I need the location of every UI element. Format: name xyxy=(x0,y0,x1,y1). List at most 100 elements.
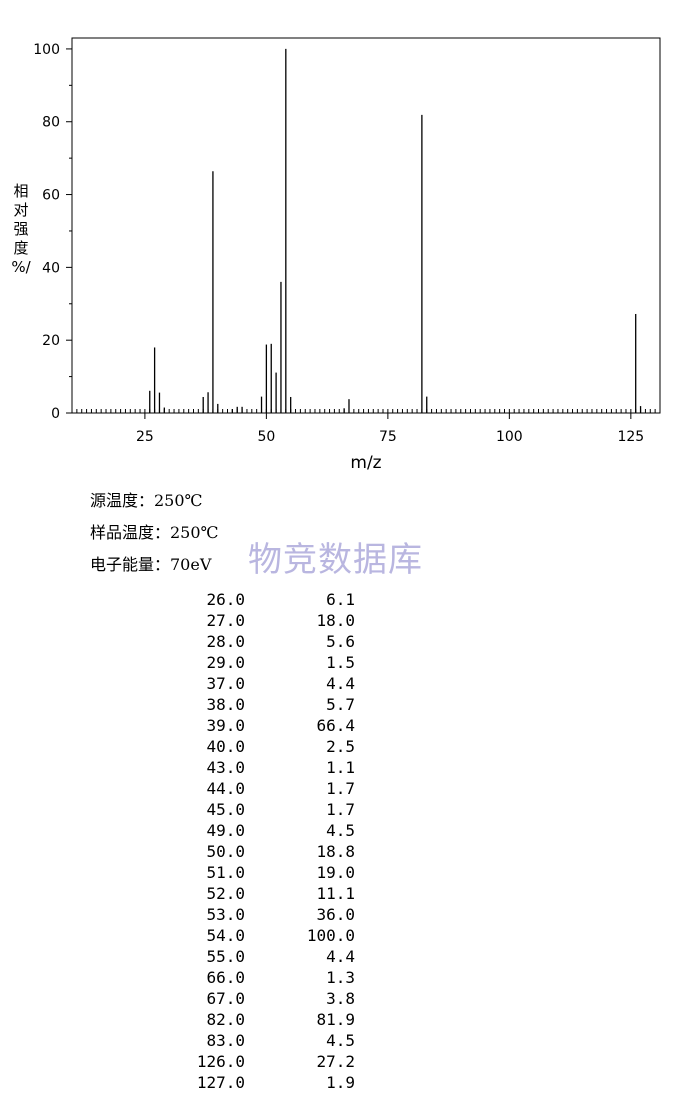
peak-mz: 45.0 xyxy=(206,800,245,819)
peak-intensity: 5.6 xyxy=(326,632,355,651)
peak-row: 29.0 1.5 xyxy=(0,652,696,673)
peak-intensity: 1.1 xyxy=(326,758,355,777)
peak-row: 50.0 18.8 xyxy=(0,841,696,862)
peak-intensity: 2.5 xyxy=(326,737,355,756)
peak-intensity: 36.0 xyxy=(316,905,355,924)
x-tick-label: 100 xyxy=(496,429,523,445)
watermark: 物竞数据库 xyxy=(248,540,423,580)
plot-frame xyxy=(71,37,661,414)
peak-mz: 126.0 xyxy=(196,1052,245,1071)
electron-energy: 电子能量：70eV xyxy=(90,555,212,574)
peak-intensity: 4.4 xyxy=(326,947,355,966)
spectrum-bars xyxy=(149,48,642,413)
y-tick-label: 20 xyxy=(42,333,60,349)
peak-row: 39.0 66.4 xyxy=(0,715,696,736)
peak-mz: 53.0 xyxy=(206,905,245,924)
peak-intensity: 1.3 xyxy=(326,968,355,987)
x-minor-ticks xyxy=(76,409,656,413)
peak-row: 52.0 11.1 xyxy=(0,883,696,904)
peak-mz: 55.0 xyxy=(206,947,245,966)
y-tick-label: 100 xyxy=(33,42,60,58)
y-tick-label: 80 xyxy=(42,115,60,131)
peak-intensity: 18.8 xyxy=(316,842,355,861)
peak-row: 127.0 1.9 xyxy=(0,1072,696,1093)
x-tick-label: 125 xyxy=(617,429,644,445)
peak-row: 44.0 1.7 xyxy=(0,778,696,799)
peak-intensity: 4.4 xyxy=(326,674,355,693)
peak-row: 51.0 19.0 xyxy=(0,862,696,883)
peak-intensity: 66.4 xyxy=(316,716,355,735)
peak-intensity: 1.9 xyxy=(326,1073,355,1092)
y-axis-label-char: 相 xyxy=(13,182,29,200)
peak-mz: 44.0 xyxy=(206,779,245,798)
peak-table: 26.0 6.1 27.0 18.0 28.0 5.6 29.0 1.5 37.0 4.4 38.0… xyxy=(0,589,696,1093)
y-tick-label: 60 xyxy=(42,188,60,204)
peak-intensity: 19.0 xyxy=(316,863,355,882)
peak-row: 37.0 4.4 xyxy=(0,673,696,694)
peak-intensity: 11.1 xyxy=(316,884,355,903)
peak-mz: 52.0 xyxy=(206,884,245,903)
peak-mz: 29.0 xyxy=(206,653,245,672)
peak-mz: 82.0 xyxy=(206,1010,245,1029)
peak-intensity: 3.8 xyxy=(326,989,355,1008)
x-tick-label: 50 xyxy=(257,429,275,445)
peak-row: 54.0 100.0 xyxy=(0,925,696,946)
x-tick-label: 75 xyxy=(379,429,397,445)
peak-row: 82.0 81.9 xyxy=(0,1009,696,1030)
peak-mz: 66.0 xyxy=(206,968,245,987)
y-axis-ticks: 0 20 40 60 80 100 xyxy=(33,42,72,422)
peak-intensity: 1.7 xyxy=(326,800,355,819)
peak-row: 55.0 4.4 xyxy=(0,946,696,967)
y-tick-label: 0 xyxy=(51,406,60,422)
y-axis-label-char: 度 xyxy=(13,239,29,257)
peak-row: 126.0 27.2 xyxy=(0,1051,696,1072)
peak-mz: 49.0 xyxy=(206,821,245,840)
source-temperature: 源温度：250℃ xyxy=(90,491,203,510)
x-axis-label: m/z xyxy=(350,453,381,473)
peak-row: 66.0 1.3 xyxy=(0,967,696,988)
peak-mz: 39.0 xyxy=(206,716,245,735)
mass-spectrum-chart: 25 50 75 100 125 0 20 40 60 80 100 m/z xyxy=(33,37,661,473)
y-minor-ticks xyxy=(69,84,72,378)
peak-mz: 127.0 xyxy=(196,1073,245,1092)
y-axis-label: 相 对 强 度 %/ xyxy=(10,182,32,277)
y-axis-label-char: 对 xyxy=(13,201,29,219)
peak-mz: 37.0 xyxy=(206,674,245,693)
peak-row: 67.0 3.8 xyxy=(0,988,696,1009)
sample-temperature: 样品温度：250℃ xyxy=(90,523,219,542)
peak-intensity: 18.0 xyxy=(316,611,355,630)
peak-row: 28.0 5.6 xyxy=(0,631,696,652)
peak-mz: 43.0 xyxy=(206,758,245,777)
peak-mz: 50.0 xyxy=(206,842,245,861)
x-tick-label: 25 xyxy=(136,429,154,445)
y-axis-label-char: %/ xyxy=(11,258,31,276)
y-tick-label: 40 xyxy=(42,260,60,276)
peak-intensity: 4.5 xyxy=(326,1031,355,1050)
peak-row: 83.0 4.5 xyxy=(0,1030,696,1051)
x-axis-ticks: 25 50 75 100 125 xyxy=(136,413,644,445)
peak-mz: 51.0 xyxy=(206,863,245,882)
peak-intensity: 1.7 xyxy=(326,779,355,798)
peak-row: 38.0 5.7 xyxy=(0,694,696,715)
peak-row: 53.0 36.0 xyxy=(0,904,696,925)
peak-mz: 67.0 xyxy=(206,989,245,1008)
peak-intensity: 4.5 xyxy=(326,821,355,840)
peak-mz: 83.0 xyxy=(206,1031,245,1050)
peak-intensity: 100.0 xyxy=(306,926,355,945)
peak-intensity: 27.2 xyxy=(316,1052,355,1071)
peak-intensity: 5.7 xyxy=(326,695,355,714)
peak-mz: 54.0 xyxy=(206,926,245,945)
peak-row: 27.0 18.0 xyxy=(0,610,696,631)
peak-row: 49.0 4.5 xyxy=(0,820,696,841)
peak-mz: 27.0 xyxy=(206,611,245,630)
peak-mz: 26.0 xyxy=(206,590,245,609)
peak-row: 43.0 1.1 xyxy=(0,757,696,778)
peak-row: 40.0 2.5 xyxy=(0,736,696,757)
peak-mz: 38.0 xyxy=(206,695,245,714)
peak-mz: 40.0 xyxy=(206,737,245,756)
y-axis-label-char: 强 xyxy=(13,220,29,238)
peak-intensity: 1.5 xyxy=(326,653,355,672)
peak-row: 26.0 6.1 xyxy=(0,589,696,610)
peak-mz: 28.0 xyxy=(206,632,245,651)
peak-row: 45.0 1.7 xyxy=(0,799,696,820)
